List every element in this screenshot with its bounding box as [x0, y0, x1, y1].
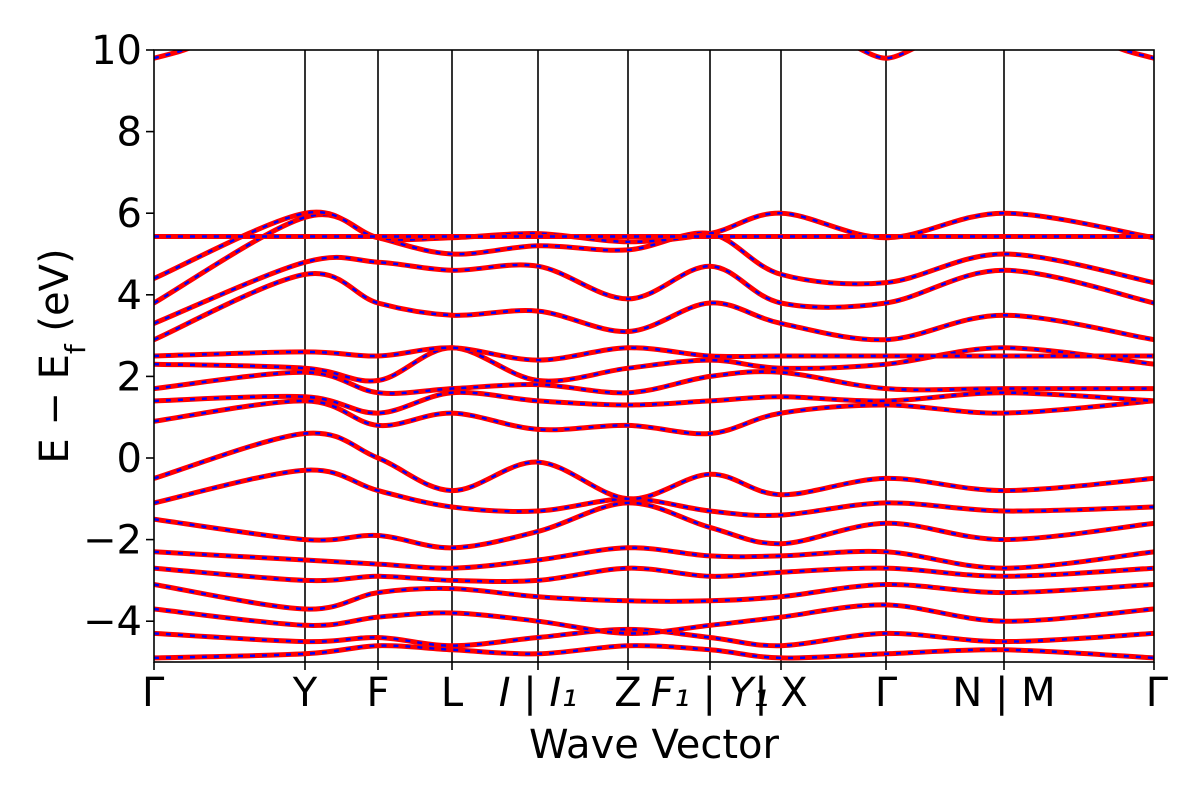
y-axis-label: E − Ef (eV): [32, 248, 92, 463]
band-line-overlay-16: [154, 213, 1154, 305]
band-line-overlay-13: [154, 346, 1154, 362]
x-tick-label-8: Γ: [875, 670, 898, 716]
band-line-overlay-11: [154, 370, 1154, 395]
band-line-overlay-5: [154, 546, 1154, 570]
x-tick-label-0: Γ: [142, 670, 165, 716]
y-tick-label-5: 6: [117, 191, 142, 237]
x-tick-label-3: L: [441, 670, 464, 716]
x-tick-label-7: | X: [754, 670, 808, 716]
y-axis-label-unit: (eV): [32, 248, 78, 344]
y-tick-label-2: 0: [117, 436, 142, 482]
band-line-overlay-12: [154, 346, 1154, 383]
band-line-overlay-3: [154, 583, 1154, 611]
band-line-20: [856, 50, 917, 61]
x-axis-ticks: Γ Y F L I | I₁ Z F₁ | Y₁| X Γ N | M Γ: [142, 662, 1169, 716]
band-line-overlay-9: [154, 399, 1154, 435]
plot-frame: [153, 49, 1155, 663]
x-tick-label-1: Y: [292, 670, 318, 716]
band-line-17: [154, 209, 1154, 281]
band-line-overlay-10: [154, 391, 1154, 415]
y-tick-label-1: −2: [83, 518, 142, 564]
x-tick-label-4: I | I₁: [499, 670, 578, 716]
band-line-overlay-0: [154, 644, 1154, 660]
band-line-15: [154, 254, 1154, 326]
band-line-overlay-2: [154, 603, 1154, 635]
y-axis-label-sub: f: [59, 343, 92, 354]
y-tick-label-7: 10: [91, 28, 142, 74]
band-line-overlay-1: [154, 628, 1154, 647]
x-tick-label-2: F: [366, 670, 389, 716]
y-axis-ticks: −4 −2 0 2 4 6 8 10: [83, 28, 154, 645]
band-line-19: [154, 50, 192, 61]
y-tick-label-0: −4: [83, 599, 142, 645]
x-axis-label: Wave Vector: [529, 722, 780, 768]
band-line-14: [154, 271, 1154, 343]
band-line-overlay-8: [154, 431, 1154, 501]
x-tick-label-5: Z: [614, 670, 641, 716]
band-line-21: [1116, 50, 1154, 61]
band-line-overlay-6: [154, 501, 1154, 550]
y-tick-label-6: 8: [117, 110, 142, 156]
x-tick-label-6: F₁ | Y₁: [651, 670, 769, 716]
band-line-overlay-4: [154, 566, 1154, 583]
x-tick-label-10: Γ: [1146, 670, 1169, 716]
y-tick-label-3: 2: [117, 354, 142, 400]
band-lines: [154, 50, 1154, 661]
y-axis-label-main: E − E: [32, 354, 78, 464]
y-tick-label-4: 4: [117, 273, 142, 319]
x-tick-label-9: N | M: [952, 670, 1055, 716]
